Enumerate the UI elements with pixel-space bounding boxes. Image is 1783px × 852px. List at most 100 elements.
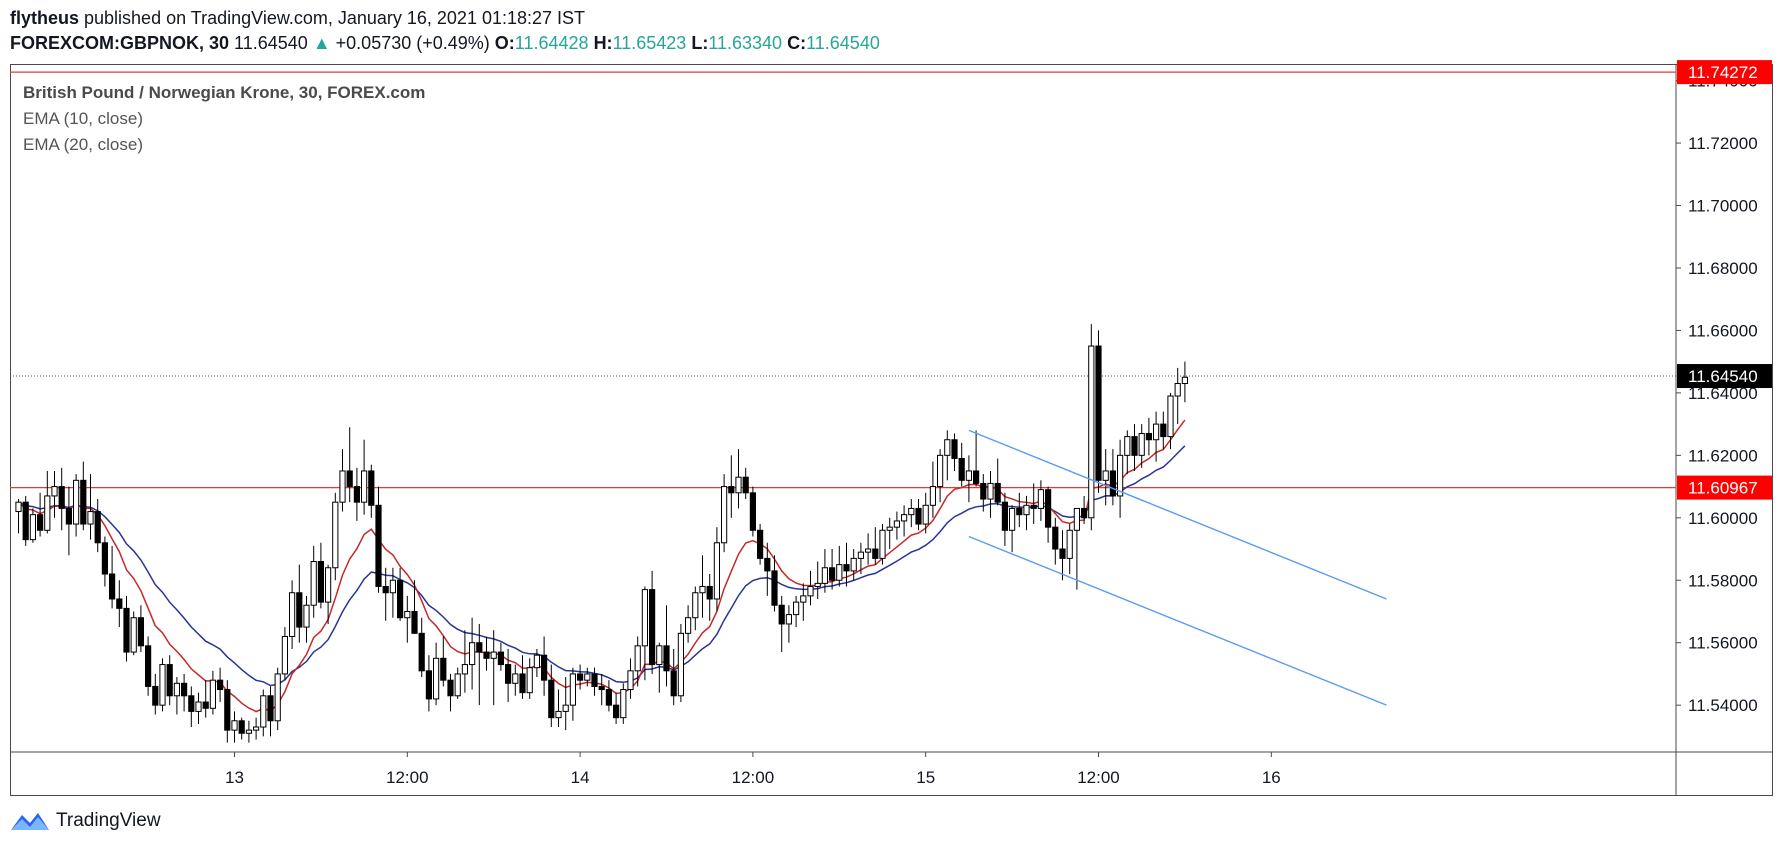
candle-body	[317, 561, 324, 603]
ema10-line	[17, 419, 1186, 713]
candle-body	[260, 695, 267, 728]
candle-body	[893, 520, 900, 528]
candle-body	[195, 701, 202, 712]
candle-body	[634, 645, 641, 672]
close-value: 11.64540	[806, 33, 880, 53]
candle-body	[721, 486, 728, 544]
candle-body	[922, 504, 929, 525]
candle-body	[497, 651, 504, 666]
candle-body	[1009, 507, 1016, 531]
chart-frame	[10, 64, 1773, 796]
candle-body	[1059, 548, 1066, 559]
candle-body	[785, 614, 792, 625]
candle-body	[829, 567, 836, 581]
candle-body	[440, 657, 447, 681]
candle-body	[994, 482, 1001, 503]
candle-body	[764, 557, 771, 572]
candle-body	[425, 670, 432, 700]
candle-body	[116, 598, 123, 609]
level-price-label: 11.60967	[1688, 479, 1758, 498]
candle-body	[397, 579, 404, 619]
ohlc-header: FOREXCOM:GBPNOK, 30 11.64540 ▲ +0.05730 …	[10, 33, 880, 54]
candle-body	[901, 514, 908, 522]
candle-body	[281, 635, 288, 675]
candle-body	[1167, 395, 1174, 438]
time-tick-label: 12:00	[1077, 768, 1120, 787]
candle-body	[137, 617, 145, 647]
legend-ema20[interactable]: EMA (20, close)	[23, 135, 143, 154]
candle-body	[188, 695, 195, 712]
candle-body	[865, 548, 872, 553]
last-price: 11.64540	[234, 33, 308, 53]
candle-body	[519, 673, 526, 694]
level-price-label: 11.74272	[1688, 63, 1758, 82]
candle-body	[663, 645, 670, 672]
legend-ema10[interactable]: EMA (10, close)	[23, 109, 143, 128]
candle-body	[1145, 432, 1153, 441]
candle-body	[1088, 345, 1095, 519]
candle-body	[836, 564, 843, 581]
candle-body	[217, 679, 224, 691]
up-arrow-icon: ▲	[312, 33, 331, 53]
candle-body	[850, 557, 857, 572]
candle-body	[1095, 345, 1102, 481]
candle-body	[505, 664, 512, 684]
candle-body	[685, 617, 692, 634]
candle-body	[807, 585, 814, 597]
candle-body	[1066, 529, 1073, 559]
time-tick-label: 16	[1262, 768, 1281, 787]
candle-body	[476, 642, 483, 653]
candle-body	[181, 682, 188, 697]
candle-body	[692, 592, 699, 619]
price-tick-label: 11.58000	[1688, 571, 1758, 590]
candle-body	[742, 476, 749, 494]
candle-body	[677, 632, 684, 697]
close-label: C:	[787, 33, 807, 53]
candle-body	[620, 689, 627, 719]
candle-body	[800, 595, 807, 603]
candle-body	[1052, 526, 1059, 550]
candle-body	[843, 564, 850, 572]
open-label: O:	[494, 33, 515, 53]
candle-body	[728, 486, 735, 494]
price-tick-label: 11.70000	[1688, 197, 1758, 216]
candle-body	[22, 501, 29, 541]
candle-body	[130, 617, 137, 653]
symbol-label: FOREXCOM:GBPNOK, 30	[10, 33, 230, 53]
time-tick-label: 13	[225, 768, 244, 787]
time-tick-label: 15	[916, 768, 935, 787]
candle-body	[1001, 501, 1008, 531]
candle-body	[289, 592, 296, 637]
candle-body	[65, 507, 73, 525]
candle-body	[706, 585, 713, 600]
last-price-badge	[1677, 364, 1772, 389]
candle-body	[908, 507, 915, 516]
time-tick-label: 12:00	[386, 768, 429, 787]
candle-body	[166, 664, 173, 697]
candle-body	[512, 673, 519, 684]
candle-body	[173, 682, 181, 697]
candle-body	[973, 470, 980, 484]
candle-body	[951, 439, 958, 459]
candle-body	[152, 685, 159, 706]
candle-body	[15, 501, 22, 513]
price-tick-label: 11.68000	[1688, 259, 1758, 278]
candle-body	[461, 664, 468, 675]
author-name[interactable]: flytheus	[10, 8, 80, 28]
candle-body	[735, 476, 742, 494]
candle-body	[1174, 383, 1181, 397]
candle-body	[325, 567, 332, 603]
candle-body	[670, 670, 677, 697]
candle-body	[310, 561, 317, 606]
candle-body	[1045, 489, 1052, 528]
candle-body	[296, 592, 303, 628]
candle-body	[1109, 470, 1117, 497]
candle-body	[361, 470, 368, 503]
candle-body	[1037, 489, 1045, 509]
candle-body	[649, 589, 656, 666]
candle-body	[793, 601, 800, 616]
candle-body	[411, 610, 418, 634]
price-tick-label: 11.64000	[1688, 384, 1758, 403]
candle-body	[73, 479, 80, 525]
